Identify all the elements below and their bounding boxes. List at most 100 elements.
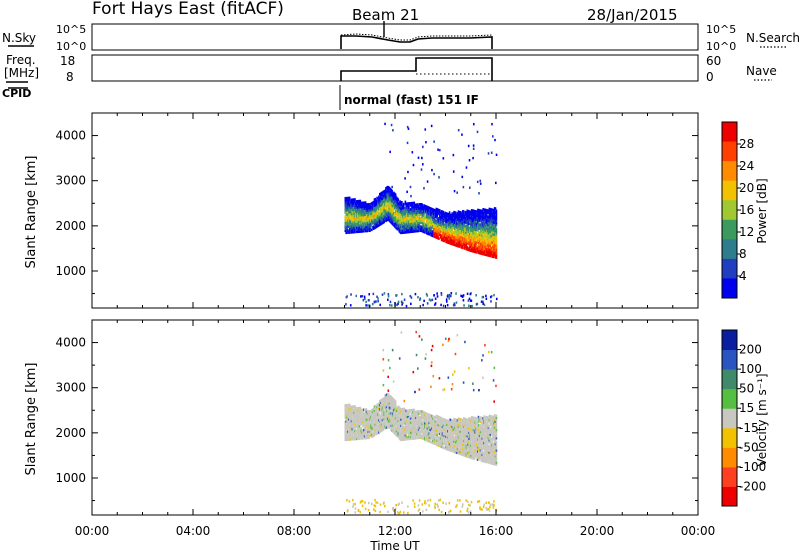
power-echo-cell [463,299,465,301]
power-echo-cell [485,295,487,297]
power-echo-cell [439,209,441,212]
power-echo-cell [398,301,400,303]
power-echo-cell [390,301,392,303]
power-echo-cell [371,229,373,232]
power-echo-cell [494,139,496,141]
power-echo-cell [438,176,440,178]
power-colorbar-tick-label: 28 [739,137,754,151]
power-echo-cell [350,304,352,306]
power-echo-cell [421,157,423,159]
power-colorbar-tick-label: 20 [739,181,754,195]
freq-tick-18: 18 [60,54,75,68]
power-echo-cell [455,211,457,214]
power-echo-cell [469,159,471,161]
power-echo-cell [395,194,397,197]
power-echo-cell [431,125,433,127]
power-echo-cell [435,302,437,304]
power-echo-cell [375,300,377,302]
power-echo-cell [466,166,468,168]
power-echo-cell [349,197,351,200]
power-echo-cell [401,201,403,204]
power-echo-cell [422,163,424,165]
date-label: 28/Jan/2015 [587,6,678,24]
power-colorbar-swatch [722,220,737,240]
power-colorbar-swatch [722,259,737,279]
power-echo-cell [391,304,393,306]
power-echo-cell [491,123,493,125]
velocity-echo-cell [475,417,477,420]
noise-left-label: N.Sky [2,31,36,45]
power-echo-cell [458,129,460,131]
velocity-echo-cell [395,401,397,404]
power-echo-cell [401,301,403,303]
power-echo-cell [391,186,393,188]
power-echo-cell [453,170,455,172]
power-echo-cell [403,203,405,206]
power-echo-cell [425,141,427,143]
power-colorbar-swatch [722,161,737,181]
power-echo-cell [427,180,429,182]
power-echo-cell [360,295,362,297]
power-echo-cell [367,304,369,306]
power-echo-cell [482,303,484,305]
power-echo-cell [429,298,431,300]
power-echo-cell [481,300,483,302]
power-echo-cell [475,294,477,296]
power-ytick-label: 2000 [55,219,86,233]
power-echo-cell [379,304,381,306]
freq-panel-frame [92,55,698,81]
noise-tick-bottom-right: 10^0 [706,40,736,53]
power-echo-cell [449,211,451,214]
power-echo-cell [419,299,421,301]
power-echo-cell [431,169,433,171]
power-colorbar-swatch [722,200,737,220]
power-echo-cell [424,128,426,130]
power-colorbar-tick-label: 12 [739,225,754,239]
power-echo-cell [433,294,435,296]
power-echo-cell [478,192,480,194]
power-echo-cell [384,292,386,294]
power-echo-cell [345,303,347,305]
power-echo-cell [382,293,384,295]
power-echo-cell [387,299,389,301]
power-echo-cell [373,293,375,295]
power-echo-cell [446,298,448,300]
freq-label-line2: [MHz] [4,66,39,80]
power-echo-cell [467,293,469,295]
power-echo-cell [496,228,498,231]
power-echo-cell [363,299,365,301]
power-echo-cell [453,154,455,156]
power-colorbar-tick-label: 16 [739,203,754,217]
power-echo-cell [463,186,465,188]
power-echo-cell [486,298,488,300]
power-echo-cell [417,296,419,298]
power-echo-cell [388,293,390,295]
power-echo-cell [492,135,494,137]
power-echo-cell [476,303,478,305]
power-echo-cell [443,211,445,214]
power-echo-cell [404,177,406,179]
power-colorbar-swatch [722,181,737,201]
cpid-label: CPID [2,87,31,100]
frequency-panel: Freq. [MHz] 18 8 60 0 Nave [4,53,777,84]
power-echo-cell [427,302,429,304]
power-echo-cell [468,305,470,307]
power-echo-cell [460,295,462,297]
power-echo-cell [470,293,472,295]
power-echo-cell [461,176,463,178]
power-echo-cell [412,151,414,153]
nave-label: Nave [746,64,777,78]
power-echo-cell [364,296,366,298]
power-echo-cell [466,246,468,249]
power-echo-cell [462,296,464,298]
power-echo-cell [488,152,490,154]
power-echo-cell [365,301,367,303]
power-echo-cell [346,295,348,297]
power-echo-cell [350,293,352,295]
nave-tick-0: 0 [706,70,714,84]
power-echo-cell [377,297,379,299]
power-echo-cell [473,123,475,125]
power-echo-cell [468,299,470,301]
velocity-echo-cell [426,412,428,415]
power-echo-cell [490,300,492,302]
